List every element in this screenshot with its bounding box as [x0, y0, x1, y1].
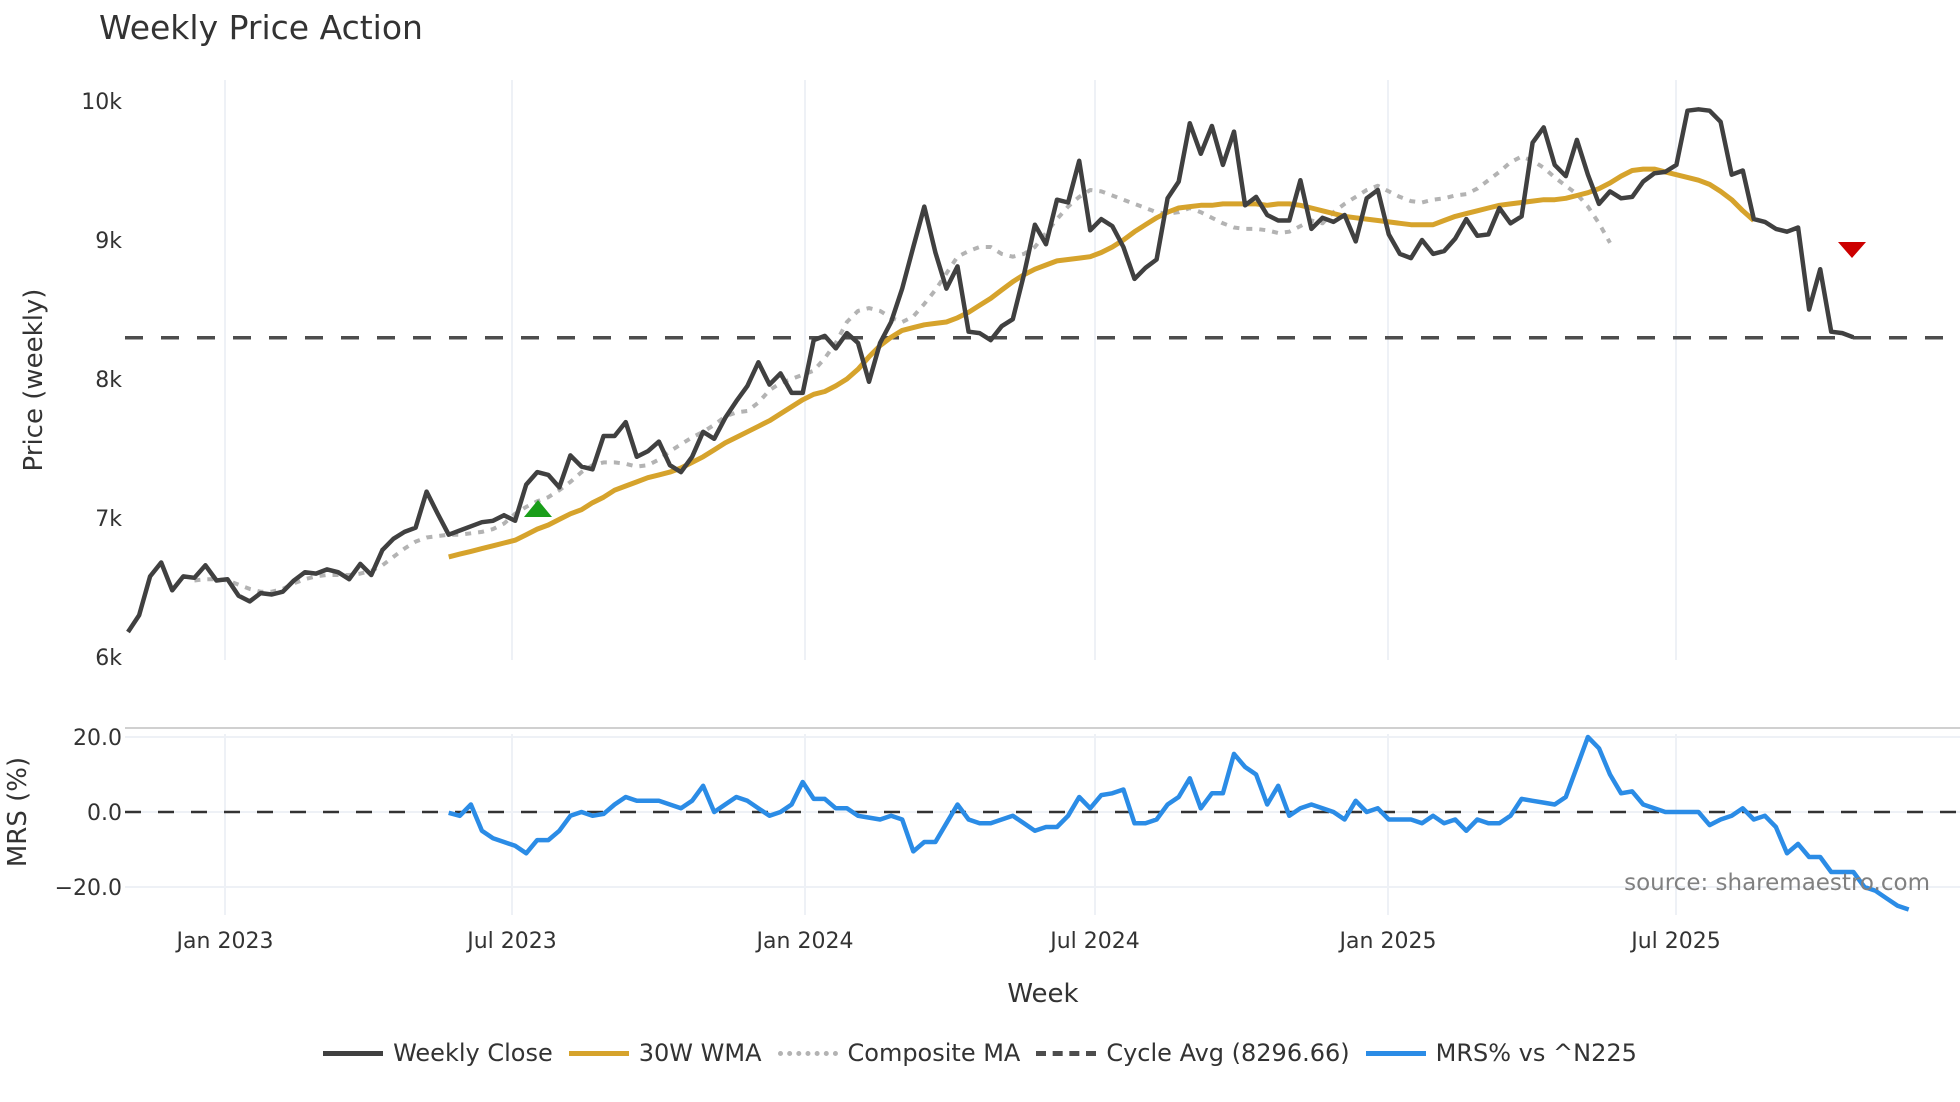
legend-label: Cycle Avg (8296.66): [1106, 1039, 1350, 1067]
legend-item-weekly_close[interactable]: Weekly Close: [323, 1039, 553, 1067]
buy-signal-triangle-up-icon: [524, 500, 552, 517]
legend-item-composite_ma[interactable]: Composite MA: [777, 1039, 1021, 1067]
mrs-line: [448, 734, 1910, 912]
legend-swatch-icon: [1365, 1050, 1426, 1056]
mrs-y-axis-title: MRS (%): [3, 757, 33, 867]
legend: Weekly Close 30W WMA Composite MA Cycle Avg…: [0, 1035, 1960, 1071]
price-y-tick-label: 10k: [81, 90, 122, 115]
signal-markers: [524, 242, 1866, 517]
legend-swatch-icon: [323, 1050, 384, 1056]
x-tick-label: Jul 2024: [1048, 929, 1140, 954]
x-tick-label: Jul 2025: [1629, 929, 1721, 954]
legend-swatch-icon: [777, 1050, 838, 1056]
mrs-y-tick-label: 0.0: [87, 801, 122, 826]
x-tick-label: Jan 2025: [1338, 929, 1437, 954]
legend-swatch-icon: [568, 1050, 629, 1056]
price-y-tick-label: 6k: [95, 646, 122, 671]
x-tick-label: Jan 2024: [755, 929, 854, 954]
legend-swatch-icon: [1036, 1050, 1097, 1056]
x-axis-title: Week: [1007, 979, 1078, 1009]
x-tick-label: Jan 2023: [175, 929, 274, 954]
legend-item-cycle_avg[interactable]: Cycle Avg (8296.66): [1036, 1039, 1350, 1067]
watermark: source: sharemaestro.com: [1624, 870, 1930, 896]
legend-item-mrs[interactable]: MRS% vs ^N225: [1365, 1039, 1637, 1067]
x-gridlines: [224, 80, 1677, 915]
x-tick-labels: Jan 2023 Jul 2023 Jan 2024 Jul 2024 Jan 2025…: [175, 929, 1721, 954]
legend-label: 30W WMA: [638, 1039, 762, 1067]
price-y-tick-label: 8k: [95, 368, 122, 393]
chart-title: Weekly Price Action: [99, 8, 423, 47]
series-layer: [125, 107, 1960, 912]
price-y-tick-label: 9k: [95, 229, 122, 254]
mrs-y-tick-label: −20.0: [55, 876, 122, 901]
mrs-y-tick-label: 20.0: [73, 726, 122, 751]
price-y-ticks: 10k 9k 8k 7k 6k: [81, 90, 122, 671]
legend-item-wma30[interactable]: 30W WMA: [568, 1039, 762, 1067]
legend-label: MRS% vs ^N225: [1435, 1039, 1637, 1067]
legend-label: Weekly Close: [393, 1039, 553, 1067]
weekly-close-line: [126, 107, 1855, 634]
x-tick-label: Jul 2023: [465, 929, 557, 954]
composite-ma-line: [194, 154, 1612, 594]
legend-label: Composite MA: [847, 1039, 1021, 1067]
wma30-line: [448, 166, 1756, 560]
price-y-tick-label: 7k: [95, 507, 122, 532]
price-y-axis-title: Price (weekly): [19, 289, 49, 472]
mrs-y-ticks: 20.0 0.0 −20.0: [55, 726, 1960, 901]
sell-signal-triangle-down-icon: [1838, 242, 1866, 258]
